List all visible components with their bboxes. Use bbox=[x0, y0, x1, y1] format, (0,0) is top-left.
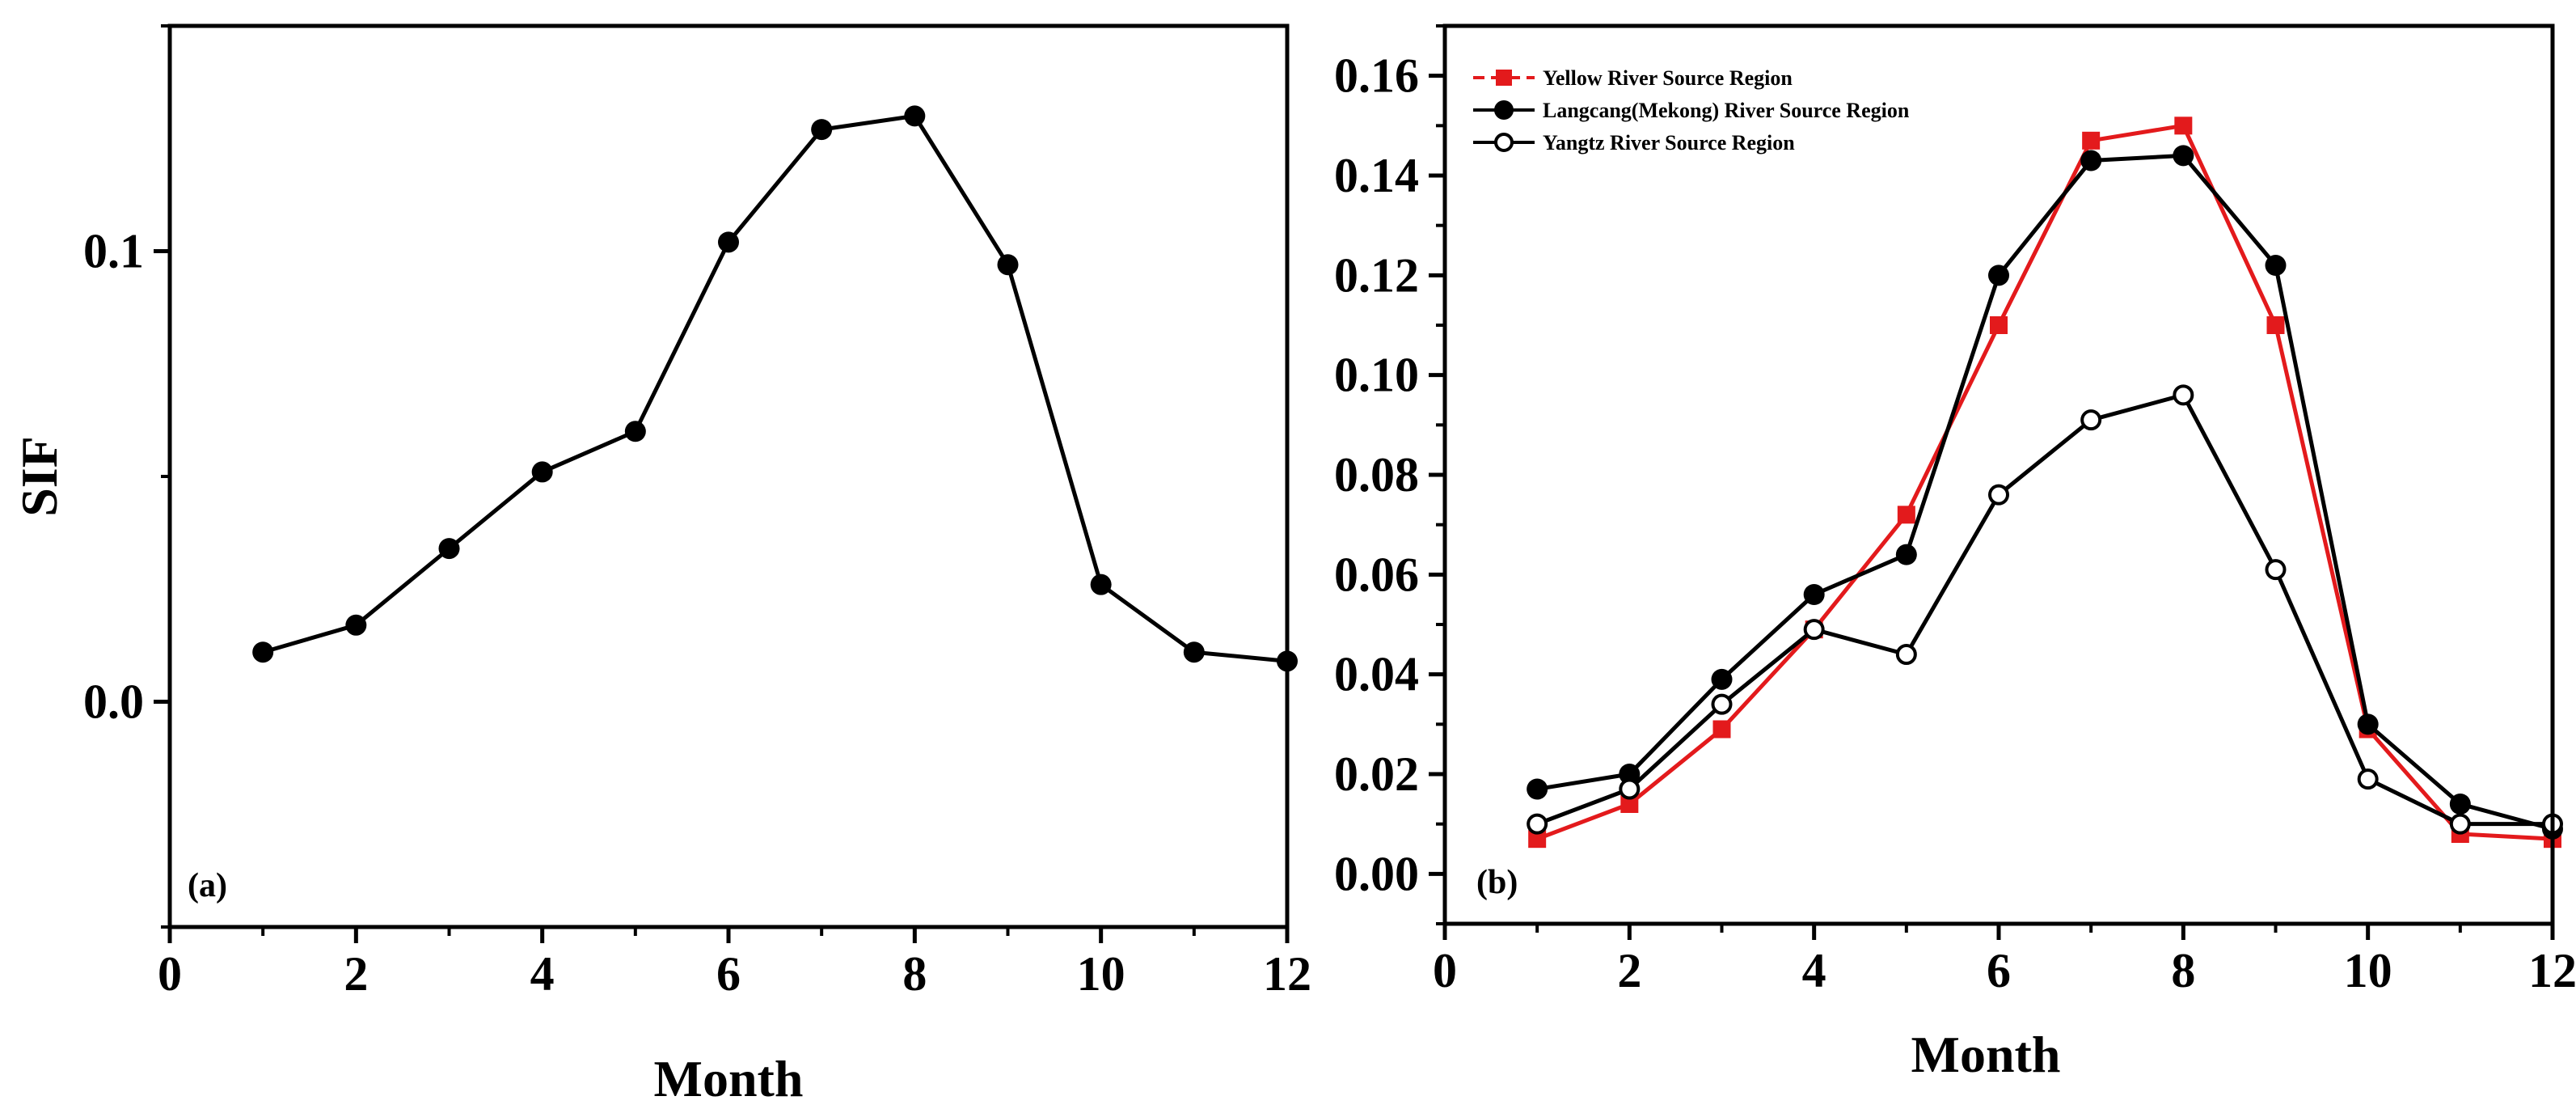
data-point-circle bbox=[345, 614, 367, 636]
y-tick-label: 0.08 bbox=[1334, 448, 1419, 502]
data-point-open-circle bbox=[2357, 768, 2379, 790]
data-point-open-circle bbox=[1803, 619, 1825, 641]
data-point-square bbox=[1712, 720, 1731, 739]
data-point-square bbox=[1897, 506, 1915, 524]
data-point-circle bbox=[1803, 584, 1825, 605]
legend-marker-square bbox=[1496, 70, 1512, 86]
x-tick-label: 8 bbox=[902, 947, 927, 1001]
panel-a-y-axis-title: SIF bbox=[11, 436, 68, 517]
data-point-open-circle bbox=[2080, 409, 2102, 431]
series-line-0 bbox=[262, 113, 1288, 663]
data-point-circle bbox=[811, 119, 833, 141]
data-point-circle bbox=[2265, 255, 2287, 276]
legend-entry-langcang-river: Langcang(Mekong) River Source Region bbox=[1473, 99, 1910, 122]
data-point-open-circle bbox=[1527, 813, 1548, 835]
x-tick-label: 2 bbox=[344, 947, 368, 1001]
legend-entry-yangtz-river: Yangtz River Source Region bbox=[1473, 131, 1795, 154]
x-tick-label: 4 bbox=[530, 947, 555, 1001]
y-tick-label: 0.10 bbox=[1334, 349, 1419, 402]
legend-label-yangtz-river: Yangtz River Source Region bbox=[1543, 131, 1795, 154]
x-tick-label: 10 bbox=[1077, 947, 1125, 1001]
x-tick-label: 12 bbox=[2528, 944, 2576, 997]
data-point-square bbox=[2082, 131, 2101, 150]
legend-marker-open-circle bbox=[1494, 133, 1514, 152]
x-tick-label: 0 bbox=[1433, 944, 1457, 997]
data-point-open-circle bbox=[1895, 644, 1917, 665]
data-point-square bbox=[2174, 116, 2193, 135]
panel-a-plot-frame bbox=[167, 23, 1290, 929]
data-point-square bbox=[1990, 316, 2008, 334]
panel-b-marks bbox=[1527, 116, 2563, 849]
legend-entry-yellow-river: Yellow River Source Region bbox=[1473, 66, 1793, 90]
panel-a-tag: (a) bbox=[188, 867, 227, 904]
y-tick-label: 0.1 bbox=[83, 225, 144, 278]
panel-a-x-axis-title: Month bbox=[654, 1050, 804, 1107]
panel-b-x-axis-title: Month bbox=[1911, 1026, 2061, 1083]
data-point-circle bbox=[1895, 544, 1917, 565]
data-point-square bbox=[1620, 795, 1639, 813]
data-point-circle bbox=[252, 641, 274, 663]
panel-a-chart: 0 2 4 6 8 10 12 0.0 0.1 (a) Month SIF bbox=[11, 23, 1311, 1107]
panel-a-marks bbox=[252, 105, 1298, 672]
panel-b-chart: 0 2 4 6 8 10 12 0.00 0.02 0.04 0.06 0.08 0.10 0.12 0.1… bbox=[1334, 23, 2576, 1083]
data-point-circle bbox=[438, 538, 460, 560]
data-point-circle bbox=[2449, 794, 2471, 815]
y-tick-label: 0.14 bbox=[1334, 149, 1419, 202]
x-tick-label: 6 bbox=[1987, 944, 2011, 997]
data-point-circle bbox=[1090, 574, 1112, 595]
x-tick-label: 10 bbox=[2344, 944, 2392, 997]
y-tick-label: 0.12 bbox=[1334, 248, 1419, 302]
data-point-circle bbox=[2080, 150, 2102, 171]
y-tick-label: 0.16 bbox=[1334, 49, 1419, 103]
data-point-open-circle bbox=[2265, 559, 2287, 581]
legend-label-yellow-river: Yellow River Source Region bbox=[1543, 66, 1793, 90]
data-point-circle bbox=[1527, 778, 1548, 800]
series-line-2 bbox=[1536, 392, 2553, 827]
data-point-open-circle bbox=[1711, 693, 1733, 715]
panel-b-legend: Yellow River Source Region Langcang(Meko… bbox=[1473, 66, 1910, 154]
x-tick-label: 0 bbox=[158, 947, 182, 1001]
x-tick-label: 2 bbox=[1617, 944, 1641, 997]
data-point-square bbox=[1528, 830, 1547, 849]
y-tick-label: 0.06 bbox=[1334, 548, 1419, 601]
y-tick-label: 0.04 bbox=[1334, 648, 1419, 701]
data-point-open-circle bbox=[1988, 484, 2009, 506]
y-tick-label: 0.02 bbox=[1334, 747, 1419, 801]
series-line-0 bbox=[1536, 123, 2553, 841]
data-point-circle bbox=[1711, 668, 1733, 690]
data-point-circle bbox=[718, 231, 739, 253]
data-point-circle bbox=[2173, 145, 2194, 167]
data-point-circle bbox=[904, 105, 926, 127]
y-tick-label: 0.00 bbox=[1334, 847, 1419, 900]
data-point-circle bbox=[531, 461, 553, 483]
x-tick-label: 8 bbox=[2171, 944, 2195, 997]
series-line-1 bbox=[1536, 153, 2553, 832]
panel-b-tag: (b) bbox=[1476, 864, 1518, 901]
data-point-open-circle bbox=[2173, 384, 2194, 406]
data-point-circle bbox=[997, 254, 1019, 276]
y-tick-label: 0.0 bbox=[83, 675, 144, 729]
data-point-circle bbox=[2357, 713, 2379, 735]
legend-marker-circle bbox=[1494, 100, 1514, 120]
x-tick-label: 4 bbox=[1802, 944, 1826, 997]
data-point-open-circle bbox=[2449, 813, 2471, 835]
data-point-circle bbox=[1183, 641, 1205, 663]
data-point-square bbox=[2266, 316, 2285, 334]
legend-label-langcang-river: Langcang(Mekong) River Source Region bbox=[1543, 99, 1910, 122]
data-point-circle bbox=[624, 421, 646, 442]
panel-a-ticks: 0 2 4 6 8 10 12 0.0 0.1 bbox=[83, 24, 1311, 1001]
data-point-open-circle bbox=[1619, 778, 1641, 800]
x-tick-label: 12 bbox=[1263, 947, 1311, 1001]
panel-b-ticks: 0 2 4 6 8 10 12 0.00 0.02 0.04 0.06 0.08 0.10 0.12 0.1… bbox=[1334, 24, 2576, 997]
data-point-circle bbox=[1619, 764, 1641, 785]
x-tick-label: 6 bbox=[716, 947, 741, 1001]
data-point-circle bbox=[1988, 265, 2009, 286]
